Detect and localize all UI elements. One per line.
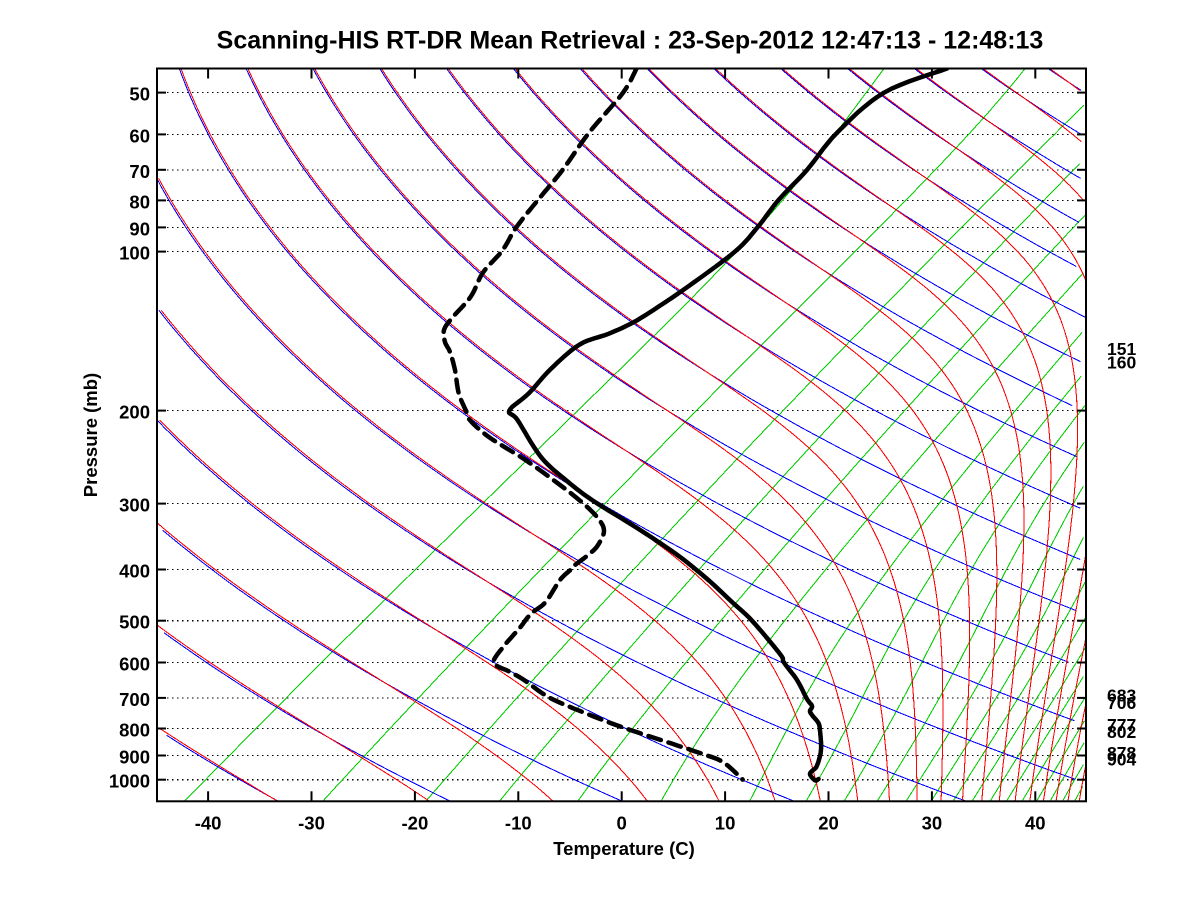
svg-text:100: 100 (119, 243, 150, 264)
svg-text:777: 777 (1107, 715, 1136, 735)
svg-text:683: 683 (1107, 685, 1136, 705)
svg-text:802: 802 (1107, 722, 1136, 742)
svg-text:500: 500 (119, 612, 150, 633)
svg-text:70: 70 (129, 161, 150, 182)
svg-text:-40: -40 (195, 813, 222, 834)
svg-text:10: 10 (715, 813, 736, 834)
svg-text:160: 160 (1107, 352, 1136, 372)
svg-text:600: 600 (119, 654, 150, 675)
svg-text:20: 20 (818, 813, 839, 834)
svg-text:-30: -30 (298, 813, 325, 834)
svg-text:800: 800 (119, 720, 150, 741)
svg-text:30: 30 (922, 813, 943, 834)
svg-text:40: 40 (1025, 813, 1046, 834)
svg-text:300: 300 (119, 495, 150, 516)
svg-text:200: 200 (119, 402, 150, 423)
svg-text:Temperature (C): Temperature (C) (553, 838, 695, 859)
svg-text:Scanning-HIS RT-DR Mean Retrie: Scanning-HIS RT-DR Mean Retrieval : 23-S… (217, 27, 1044, 55)
svg-text:90: 90 (129, 218, 150, 239)
svg-text:Pressure (mb): Pressure (mb) (80, 373, 101, 497)
svg-text:1000: 1000 (109, 771, 150, 792)
svg-text:60: 60 (129, 125, 150, 146)
svg-text:904: 904 (1107, 750, 1136, 770)
svg-text:50: 50 (129, 84, 150, 105)
svg-text:878: 878 (1107, 743, 1136, 763)
svg-text:400: 400 (119, 561, 150, 582)
svg-text:0: 0 (617, 813, 627, 834)
svg-text:706: 706 (1107, 693, 1136, 713)
svg-text:151: 151 (1107, 339, 1136, 359)
svg-text:80: 80 (129, 191, 150, 212)
svg-text:700: 700 (119, 689, 150, 710)
svg-text:900: 900 (119, 747, 150, 768)
svg-text:-10: -10 (505, 813, 532, 834)
svg-text:-20: -20 (402, 813, 429, 834)
